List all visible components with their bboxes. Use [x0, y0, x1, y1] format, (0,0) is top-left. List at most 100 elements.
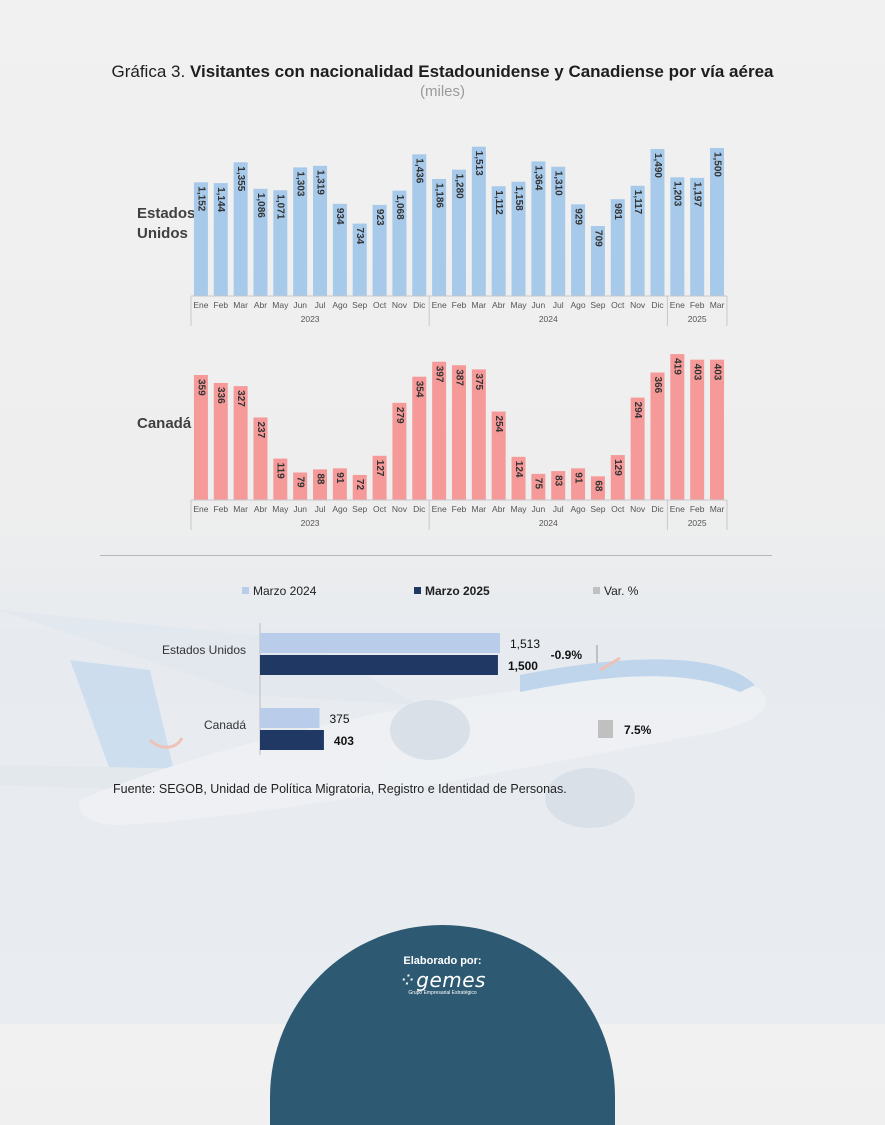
canada-data-label: 254 — [493, 416, 504, 433]
us-bar — [471, 146, 486, 296]
us-bar — [670, 177, 685, 296]
canada-data-label: 419 — [672, 358, 683, 375]
legend-swatch — [242, 587, 249, 594]
canada-data-label: 294 — [632, 402, 643, 419]
canada-month-tick: Ago — [332, 504, 347, 514]
us-bar — [630, 185, 645, 296]
us-month-tick: Mar — [233, 300, 248, 310]
source-note: Fuente: SEGOB, Unidad de Política Migrat… — [113, 782, 567, 796]
canada-month-tick: Feb — [452, 504, 467, 514]
us-month-tick: May — [272, 300, 289, 310]
us-month-tick: Feb — [452, 300, 467, 310]
gemes-logo-text: gemes — [416, 968, 486, 992]
us-bar — [610, 199, 625, 296]
canada-data-label: 403 — [711, 364, 722, 381]
us-month-tick: Sep — [352, 300, 367, 310]
canada-bar-chart: 359 Ene 336 Feb 327 Mar 237 Abr 119 May 79 Jun 88 Jul… — [190, 354, 728, 530]
us-bar — [412, 154, 427, 296]
canada-bar — [392, 402, 407, 500]
us-month-tick: Dic — [651, 300, 664, 310]
comparison-bar — [260, 655, 498, 675]
canada-month-tick: Jun — [293, 504, 307, 514]
canada-bar — [590, 476, 605, 500]
us-data-label: 734 — [354, 228, 365, 245]
us-bar — [650, 148, 665, 296]
us-data-label: 923 — [374, 209, 385, 226]
canada-month-tick: Feb — [213, 504, 228, 514]
us-bar — [451, 169, 466, 296]
canada-bar — [571, 468, 586, 500]
gemes-logo-tagline: Grupo Empresarial Estratégico — [408, 990, 477, 996]
us-data-label: 1,310 — [553, 171, 564, 196]
canada-data-label: 387 — [453, 369, 464, 386]
variation-label: 7.5% — [624, 723, 652, 737]
us-bar — [432, 178, 447, 296]
canada-month-tick: Ene — [432, 504, 447, 514]
canada-bar — [372, 455, 387, 500]
us-month-tick: Ago — [571, 300, 586, 310]
canada-bar — [690, 359, 705, 500]
canada-bar — [352, 474, 367, 500]
legend-label: Marzo 2024 — [253, 584, 317, 598]
comparison-value-label: 1,513 — [510, 637, 540, 651]
us-data-label: 1,086 — [255, 193, 266, 218]
gemes-logo-icon: ⁘ — [399, 968, 417, 992]
us-year-tick: 2023 — [301, 314, 320, 324]
us-month-tick: Mar — [472, 300, 487, 310]
us-month-tick: Jul — [553, 300, 564, 310]
canada-month-tick: May — [510, 504, 527, 514]
us-month-tick: Abr — [492, 300, 505, 310]
canada-year-tick: 2025 — [688, 518, 707, 528]
variation-bar — [598, 720, 613, 738]
credit-block: Elaborado por: ⁘gemes Grupo Empresarial … — [370, 955, 515, 996]
us-bar — [590, 226, 605, 296]
us-data-label: 1,319 — [314, 170, 325, 195]
canada-bar — [432, 361, 447, 500]
canada-data-label: 127 — [374, 460, 385, 477]
canada-data-label: 124 — [513, 461, 524, 478]
legend-swatch — [593, 587, 600, 594]
canada-month-tick: Oct — [373, 504, 387, 514]
canada-data-label: 327 — [235, 390, 246, 407]
canada-data-label: 279 — [394, 407, 405, 424]
us-data-label: 1,280 — [453, 174, 464, 199]
us-bar — [690, 177, 705, 296]
canada-month-tick: Nov — [392, 504, 408, 514]
us-bar-chart: 1,152 Ene 1,144 Feb 1,355 Mar 1,086 Abr 1,071 May… — [190, 146, 728, 326]
us-month-tick: Feb — [690, 300, 705, 310]
us-data-label: 1,186 — [433, 183, 444, 208]
us-month-tick: Nov — [392, 300, 408, 310]
canada-bar — [332, 468, 347, 500]
us-data-label: 1,490 — [652, 153, 663, 178]
canada-month-tick: Jul — [553, 504, 564, 514]
canada-data-label: 88 — [314, 473, 325, 485]
canada-month-tick: Sep — [352, 504, 367, 514]
us-bar — [372, 204, 387, 296]
canada-month-tick: Mar — [472, 504, 487, 514]
comparison-category-label: Canadá — [204, 718, 246, 732]
us-data-label: 709 — [592, 230, 603, 247]
us-data-label: 1,500 — [711, 152, 722, 177]
canada-data-label: 359 — [195, 379, 206, 396]
canada-bar — [313, 469, 328, 500]
canada-data-label: 129 — [612, 459, 623, 476]
us-month-tick: Jun — [532, 300, 546, 310]
us-month-tick: Nov — [630, 300, 646, 310]
legend-swatch — [414, 587, 421, 594]
canada-month-tick: Sep — [590, 504, 605, 514]
canada-bar — [253, 417, 268, 500]
us-data-label: 1,513 — [473, 151, 484, 176]
us-data-label: 1,436 — [414, 158, 425, 183]
canada-bar — [471, 369, 486, 500]
us-data-label: 1,303 — [295, 171, 306, 196]
chart-unit: (miles) — [420, 83, 465, 100]
variation-bar — [596, 645, 598, 663]
canada-bar — [491, 411, 506, 500]
canada-year-tick: 2024 — [539, 518, 558, 528]
us-data-label: 1,071 — [275, 194, 286, 219]
canada-month-tick: Jul — [315, 504, 326, 514]
canada-bar — [213, 382, 228, 500]
us-data-label: 1,197 — [692, 182, 703, 207]
canada-month-tick: Mar — [233, 504, 248, 514]
canada-data-label: 354 — [414, 381, 425, 398]
